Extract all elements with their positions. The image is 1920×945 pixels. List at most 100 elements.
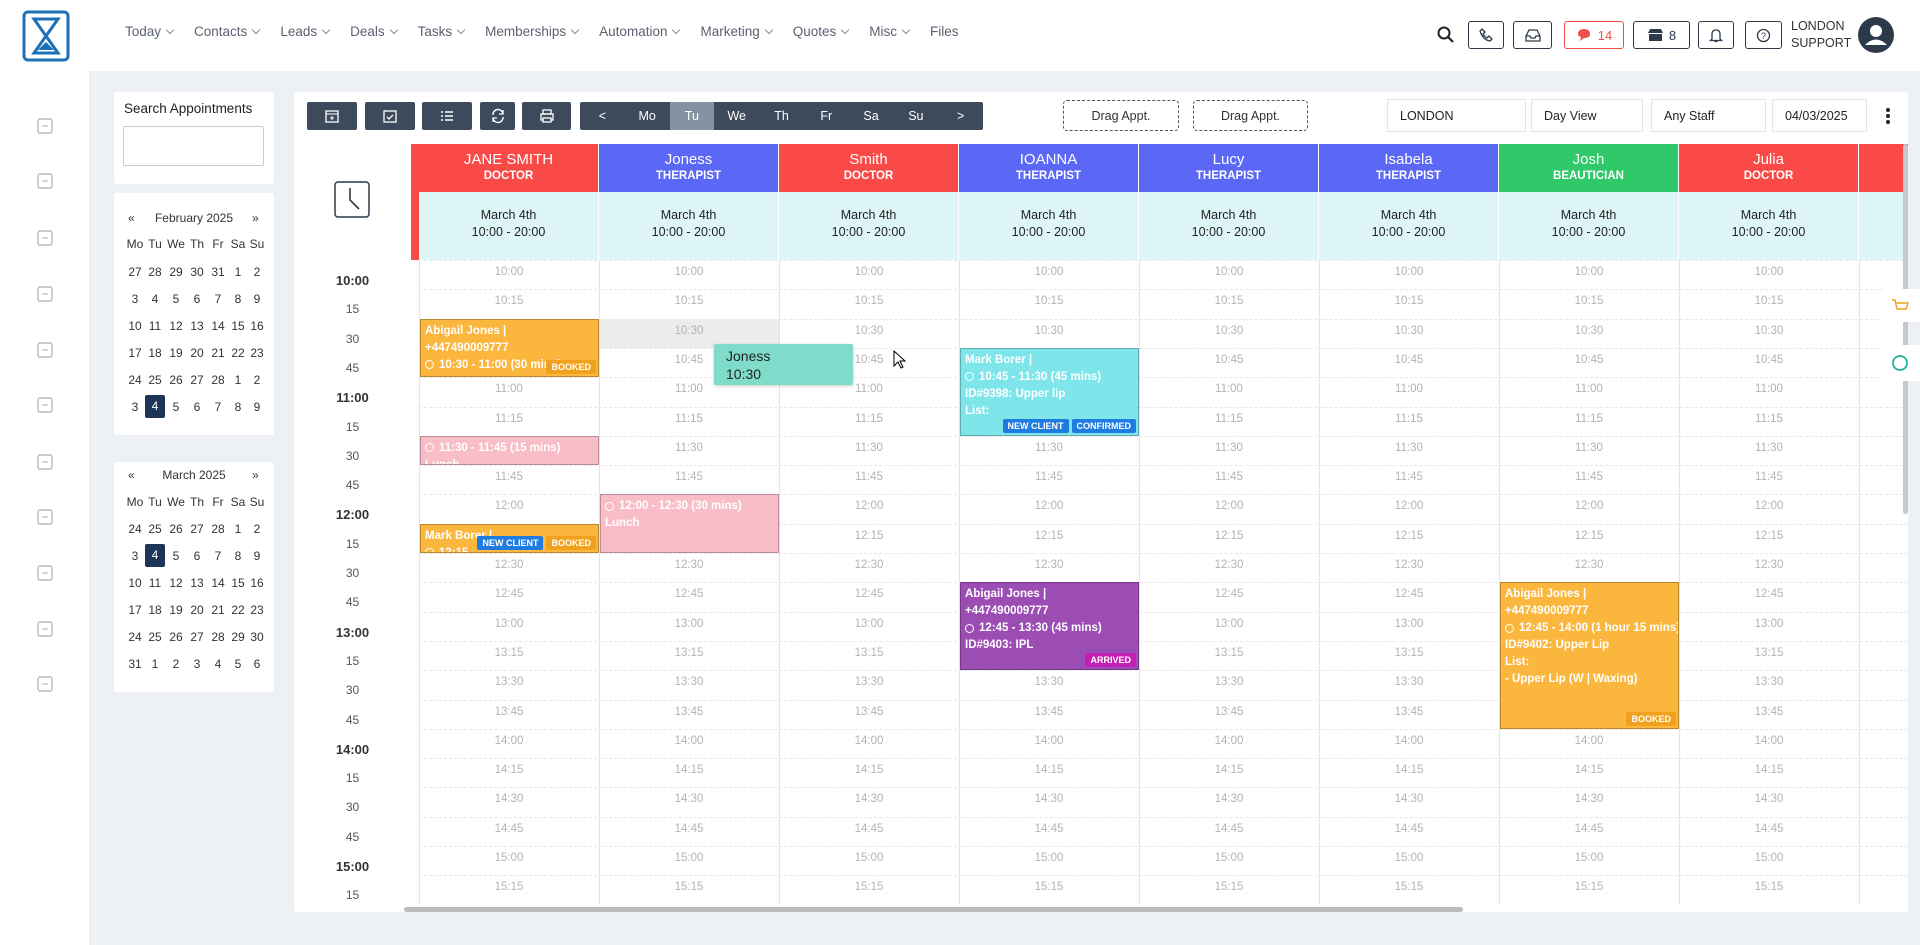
staff-header[interactable]: Isabela THERAPIST <box>1319 144 1499 192</box>
slot-cell[interactable]: 12:00 <box>1214 500 1244 513</box>
slot-cell[interactable]: 12:15 <box>854 529 884 542</box>
day[interactable]: 28 <box>211 373 225 387</box>
day[interactable]: 10 <box>128 319 142 333</box>
refresh-button[interactable] <box>480 102 515 130</box>
slot-cell[interactable]: 14:45 <box>494 822 524 835</box>
day[interactable]: 25 <box>148 522 162 536</box>
day[interactable]: 27 <box>190 522 204 536</box>
day[interactable]: 22 <box>231 603 245 617</box>
prev-month[interactable]: « <box>128 468 135 482</box>
slot-cell[interactable]: 14:45 <box>1214 822 1244 835</box>
slot-cell[interactable]: 12:00 <box>854 500 884 513</box>
slot-cell[interactable]: 14:45 <box>1754 822 1784 835</box>
slot-cell[interactable]: 12:30 <box>1754 559 1784 571</box>
day[interactable]: 5 <box>172 549 180 563</box>
day[interactable]: 14 <box>211 576 225 590</box>
slot-cell[interactable]: 11:45 <box>1575 471 1603 484</box>
day[interactable]: 13 <box>190 319 204 333</box>
slot-cell[interactable]: 13:15 <box>1394 646 1424 659</box>
slot-cell[interactable]: 12:30 <box>494 559 524 571</box>
slot-cell[interactable]: 13:45 <box>1214 705 1244 718</box>
day[interactable]: 5 <box>234 657 242 671</box>
slot-cell[interactable]: 12:45 <box>854 588 884 601</box>
slot-cell[interactable]: 10:30 <box>599 318 779 348</box>
sidebar-icon[interactable] <box>35 563 55 583</box>
day[interactable]: 1 <box>234 522 242 536</box>
v-scrollbar[interactable] <box>1903 144 1908 514</box>
slot-cell[interactable]: 12:00 <box>1394 500 1424 513</box>
view-select[interactable]: Day View <box>1531 99 1643 132</box>
day[interactable]: 17 <box>128 603 142 617</box>
check-button[interactable] <box>365 102 415 130</box>
slot-cell[interactable]: 10:45 <box>1394 353 1424 366</box>
slot-cell[interactable]: 14:30 <box>1754 793 1784 806</box>
slot-cell[interactable]: 15:15 <box>1394 881 1424 894</box>
slot-cell[interactable]: 15:00 <box>674 852 704 864</box>
day[interactable]: 3 <box>131 549 139 563</box>
nav-item[interactable]: Leads <box>280 24 331 39</box>
slot-cell[interactable]: 10:30 <box>1394 324 1424 337</box>
day[interactable]: 17 <box>128 346 142 360</box>
day[interactable]: 7 <box>214 549 222 563</box>
slot-cell[interactable]: 15:00 <box>494 852 524 864</box>
nav-item[interactable]: Contacts <box>194 24 261 39</box>
day[interactable]: 28 <box>211 630 225 644</box>
slot-cell[interactable]: 13:15 <box>1754 646 1784 659</box>
day[interactable]: 12 <box>169 319 183 333</box>
day[interactable]: 15 <box>231 576 245 590</box>
slot-cell[interactable]: 15:00 <box>1034 852 1064 864</box>
day[interactable]: 23 <box>250 346 264 360</box>
slot-cell[interactable]: 13:30 <box>494 676 524 689</box>
more-menu[interactable] <box>1885 106 1891 126</box>
slot-cell[interactable]: 10:00 <box>494 266 524 278</box>
slot-cell[interactable]: 12:30 <box>1214 559 1244 571</box>
nav-item[interactable]: Memberships <box>485 24 580 39</box>
slot-cell[interactable]: 15:15 <box>1754 881 1784 894</box>
day-button[interactable]: We <box>727 109 746 123</box>
slot-cell[interactable]: 13:45 <box>1754 705 1784 718</box>
slot-cell[interactable]: 14:30 <box>1394 793 1424 806</box>
slot-cell[interactable]: 12:15 <box>1574 529 1604 542</box>
slot-cell[interactable]: 10:45 <box>1754 353 1784 366</box>
sidebar-icon[interactable] <box>35 452 55 472</box>
nav-item[interactable]: Today <box>125 24 175 39</box>
sidebar-icon[interactable] <box>35 340 55 360</box>
day[interactable]: 2 <box>172 657 180 671</box>
prev-month[interactable]: « <box>128 211 135 225</box>
day[interactable]: 19 <box>169 346 183 360</box>
slot-cell[interactable]: 15:00 <box>1214 852 1244 864</box>
appointment[interactable]: Abigail Jones | +447490009777 12:45 - 13:3… <box>960 582 1139 671</box>
slot-cell[interactable]: 12:00 <box>494 500 524 513</box>
slot-cell[interactable]: 10:15 <box>1394 295 1424 308</box>
slot-cell[interactable]: 11:45 <box>1035 471 1063 484</box>
slot-cell[interactable]: 10:15 <box>494 295 524 308</box>
slot-cell[interactable]: 10:30 <box>1034 324 1064 337</box>
day[interactable]: 30 <box>250 630 264 644</box>
slot-cell[interactable]: 12:45 <box>1754 588 1784 601</box>
location-select[interactable]: LONDON <box>1387 99 1526 132</box>
appointment[interactable]: Abigail Jones | +447490009777 10:30 - 11:0… <box>420 318 599 378</box>
sidebar-icon[interactable] <box>35 284 55 304</box>
slot-cell[interactable]: 11:30 <box>1215 441 1243 454</box>
slot-cell[interactable]: 10:15 <box>674 295 704 308</box>
day[interactable]: 26 <box>169 373 183 387</box>
search-icon[interactable] <box>1437 26 1455 44</box>
day[interactable]: 11 <box>148 319 162 333</box>
day[interactable]: 6 <box>193 292 201 306</box>
slot-cell[interactable]: 11:00 <box>495 383 523 396</box>
appointment[interactable]: Mark Borer | 10:45 - 11:30 (45 mins) ID#93… <box>960 347 1139 436</box>
day[interactable]: 26 <box>169 630 183 644</box>
day[interactable]: 13 <box>190 576 204 590</box>
staff-header[interactable]: Lucy THERAPIST <box>1139 144 1319 192</box>
store-button[interactable]: 8 <box>1633 21 1690 49</box>
day[interactable]: 1 <box>151 657 159 671</box>
day-button[interactable]: Tu <box>669 102 715 130</box>
slot-cell[interactable]: 14:30 <box>494 793 524 806</box>
day-button[interactable]: < <box>598 109 607 123</box>
slot-cell[interactable]: 10:45 <box>1574 353 1604 366</box>
slot-cell[interactable]: 11:30 <box>1035 441 1063 454</box>
slot-cell[interactable]: 14:15 <box>1034 764 1064 777</box>
add-button[interactable] <box>307 102 357 130</box>
slot-cell[interactable]: 14:00 <box>1754 734 1784 747</box>
slot-cell[interactable]: 11:30 <box>1575 441 1603 454</box>
